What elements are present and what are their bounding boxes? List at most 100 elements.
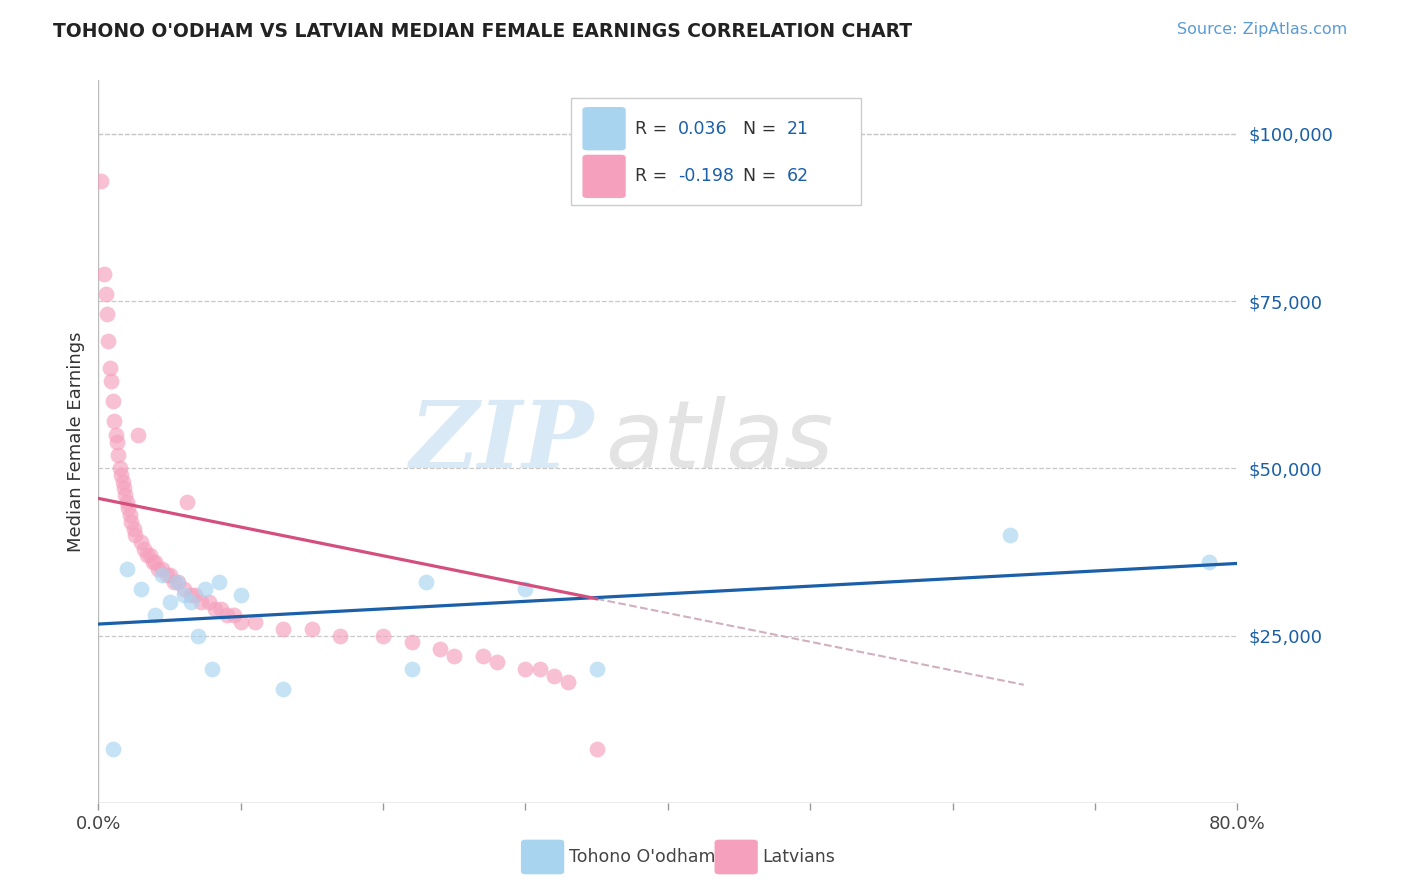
FancyBboxPatch shape — [714, 839, 758, 874]
Point — [108, 461, 131, 475]
Text: R =: R = — [636, 120, 672, 137]
Point — [515, 582, 537, 596]
Text: ZIP: ZIP — [409, 397, 593, 486]
Point — [208, 575, 231, 590]
Point — [443, 648, 465, 663]
Point — [101, 394, 124, 409]
Point — [273, 622, 295, 636]
Point — [585, 662, 607, 676]
Point — [373, 628, 395, 642]
Text: N =: N = — [742, 168, 782, 186]
Text: TOHONO O'ODHAM VS LATVIAN MEDIAN FEMALE EARNINGS CORRELATION CHART: TOHONO O'ODHAM VS LATVIAN MEDIAN FEMALE … — [53, 22, 912, 41]
FancyBboxPatch shape — [571, 98, 862, 205]
Point — [115, 494, 138, 508]
Point — [90, 173, 112, 188]
Text: Latvians: Latvians — [762, 848, 835, 866]
Point — [152, 568, 174, 582]
FancyBboxPatch shape — [522, 839, 564, 874]
Point — [97, 334, 120, 348]
Point — [127, 427, 149, 442]
Point — [145, 608, 167, 623]
Point — [585, 742, 607, 756]
Point — [401, 662, 423, 676]
Point — [141, 555, 163, 569]
Point — [204, 602, 226, 616]
Point — [135, 548, 157, 563]
Point — [122, 521, 145, 535]
Point — [557, 675, 579, 690]
Point — [98, 361, 121, 376]
Point — [94, 287, 117, 301]
Point — [201, 662, 224, 676]
Point — [543, 669, 565, 683]
Point — [118, 508, 141, 523]
Text: 0.036: 0.036 — [678, 120, 728, 137]
Point — [401, 635, 423, 649]
Point — [152, 562, 174, 576]
Point — [101, 742, 124, 756]
Point — [243, 615, 266, 630]
Point — [138, 548, 160, 563]
Point — [1198, 555, 1220, 569]
Text: atlas: atlas — [605, 396, 834, 487]
FancyBboxPatch shape — [582, 107, 626, 151]
Point — [103, 414, 125, 428]
Text: Tohono O'odham: Tohono O'odham — [569, 848, 716, 866]
Point — [415, 575, 437, 590]
Point — [173, 589, 195, 603]
Point — [222, 608, 245, 623]
Point — [329, 628, 352, 642]
Point — [429, 642, 451, 657]
Point — [96, 307, 118, 321]
Text: Source: ZipAtlas.com: Source: ZipAtlas.com — [1177, 22, 1347, 37]
Point — [998, 528, 1021, 542]
Point — [163, 575, 186, 590]
Point — [111, 475, 134, 489]
Point — [93, 268, 115, 282]
Point — [198, 595, 221, 609]
Text: R =: R = — [636, 168, 672, 186]
Text: N =: N = — [742, 120, 782, 137]
Point — [471, 648, 494, 663]
Point — [215, 608, 238, 623]
Point — [107, 448, 129, 462]
Point — [148, 562, 170, 576]
Point — [529, 662, 551, 676]
Point — [105, 434, 128, 449]
Point — [194, 582, 217, 596]
Text: 62: 62 — [786, 168, 808, 186]
Y-axis label: Median Female Earnings: Median Female Earnings — [66, 331, 84, 552]
Point — [104, 427, 127, 442]
Point — [173, 582, 195, 596]
Point — [486, 655, 509, 669]
Point — [115, 562, 138, 576]
Point — [124, 528, 146, 542]
Point — [166, 575, 188, 590]
Point — [167, 575, 190, 590]
Point — [145, 555, 167, 569]
Point — [114, 488, 136, 502]
FancyBboxPatch shape — [582, 154, 626, 198]
Point — [229, 615, 252, 630]
Point — [190, 595, 212, 609]
Point — [132, 541, 155, 556]
Point — [184, 589, 207, 603]
Point — [229, 589, 252, 603]
Point — [156, 568, 179, 582]
Text: -0.198: -0.198 — [678, 168, 734, 186]
Point — [129, 534, 152, 549]
Point — [515, 662, 537, 676]
Point — [159, 595, 181, 609]
Point — [180, 595, 202, 609]
Point — [110, 467, 132, 482]
Point — [100, 375, 122, 389]
Point — [120, 515, 142, 529]
Point — [301, 622, 323, 636]
Point — [176, 494, 198, 508]
Point — [187, 628, 209, 642]
Point — [112, 482, 135, 496]
Point — [180, 589, 202, 603]
Point — [159, 568, 181, 582]
Point — [117, 501, 139, 516]
Point — [209, 602, 232, 616]
